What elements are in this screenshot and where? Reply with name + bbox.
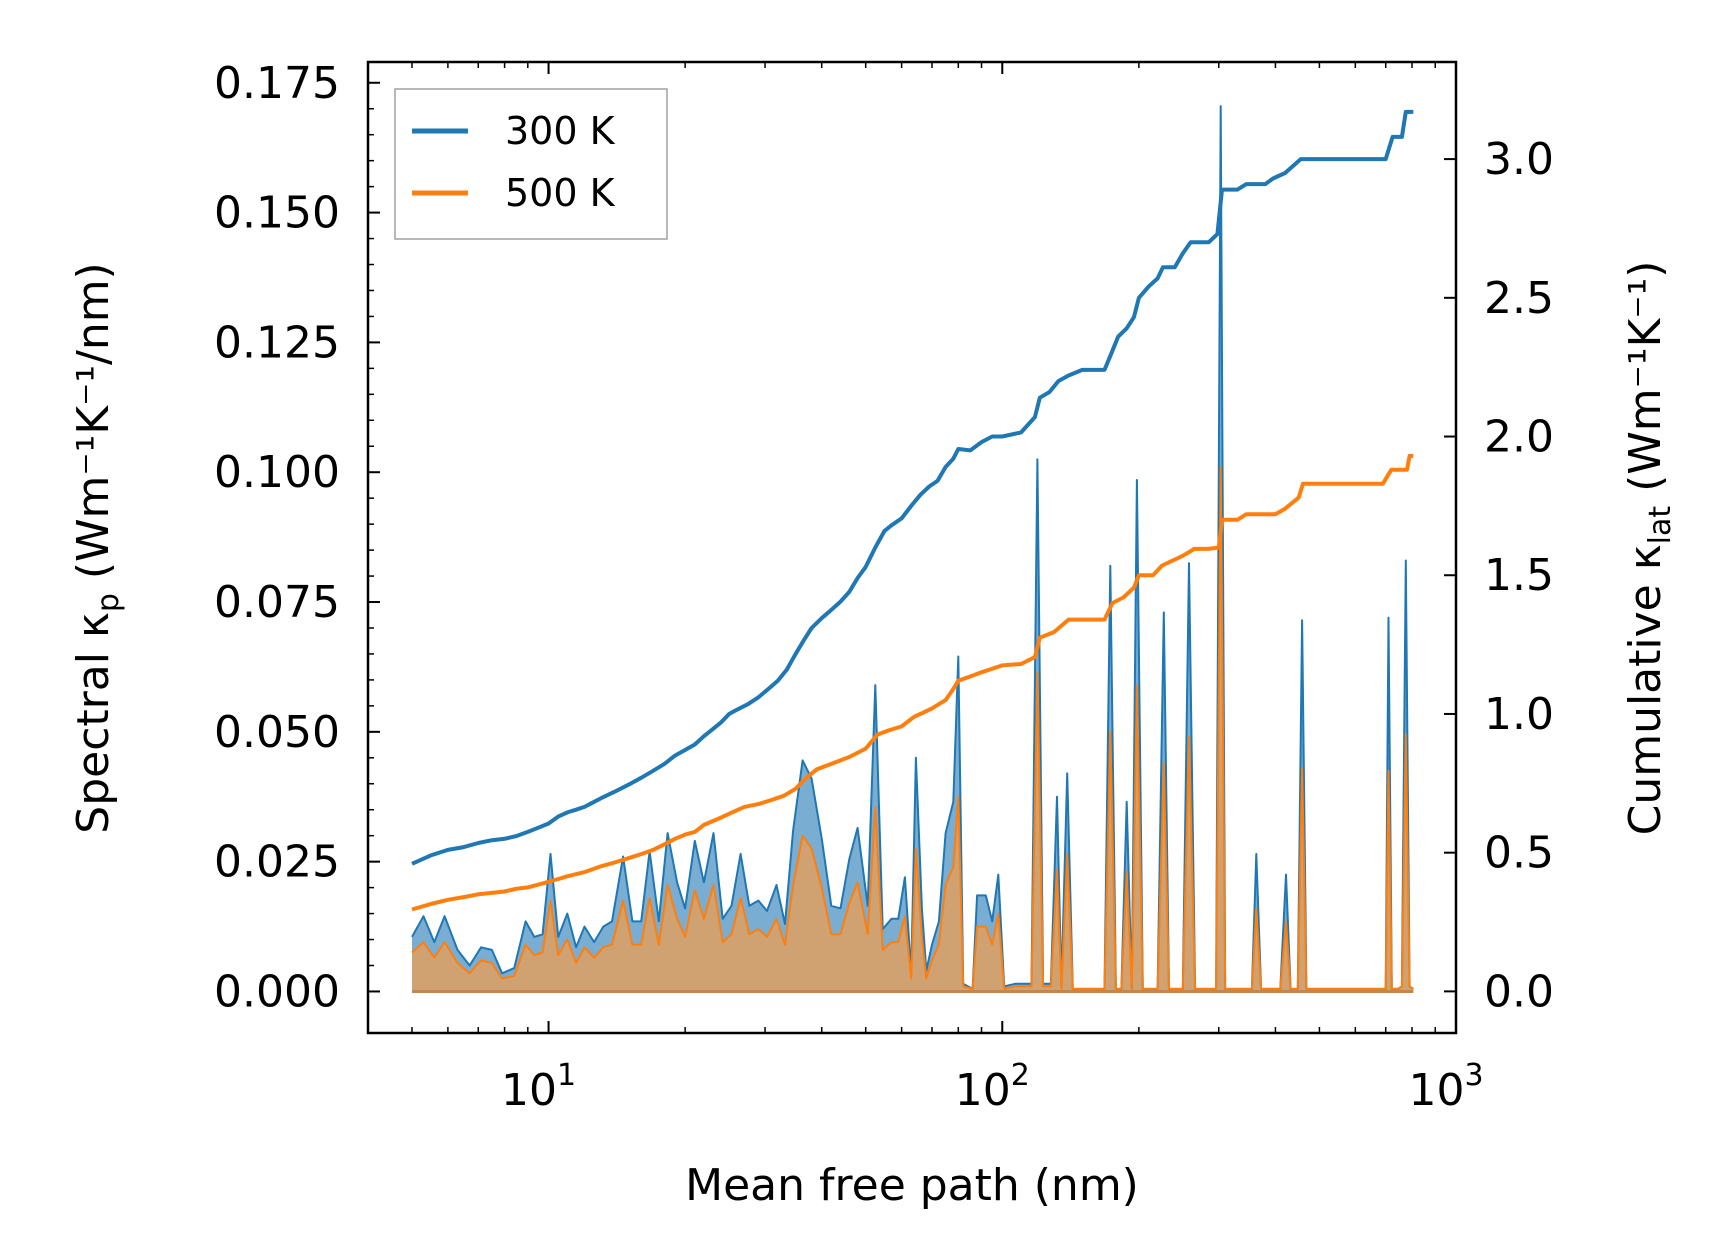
left-tick-label: 0.000 bbox=[214, 966, 340, 1017]
legend: 300 K 500 K bbox=[394, 88, 668, 240]
left-tick-label: 0.100 bbox=[214, 447, 340, 498]
right-tick-label: 0.5 bbox=[1484, 828, 1554, 879]
left-tick-label: 0.075 bbox=[214, 577, 340, 628]
left-tick-label: 0.050 bbox=[214, 707, 340, 758]
spectral-area-500k bbox=[412, 467, 1414, 992]
right-tick-label: 2.0 bbox=[1484, 412, 1554, 463]
right-tick-label: 2.5 bbox=[1484, 273, 1554, 324]
x-tick-label: 101 bbox=[501, 1058, 576, 1116]
right-tick-label: 3.0 bbox=[1484, 134, 1554, 185]
x-tick-label-exponent: 2 bbox=[1011, 1058, 1030, 1093]
left-tick-label: 0.175 bbox=[214, 58, 340, 109]
left-tick-label: 0.025 bbox=[214, 837, 340, 888]
cumulative-line-500k bbox=[411, 453, 1414, 912]
x-tick-label-exponent: 3 bbox=[1464, 1058, 1483, 1093]
spectral-fill-layer bbox=[411, 105, 1414, 993]
right-axis-label-base: Cumulative κ bbox=[1620, 544, 1671, 835]
x-axis-label: Mean free path (nm) bbox=[685, 1160, 1139, 1211]
cumulative-line-300k bbox=[411, 109, 1414, 866]
x-tick-label-base: 10 bbox=[955, 1065, 1011, 1116]
left-tick-label: 0.125 bbox=[214, 317, 340, 368]
spectral-line-500k bbox=[411, 466, 1414, 990]
legend-label-300k: 300 K bbox=[505, 109, 616, 153]
left-axis-label-base: Spectral κ bbox=[68, 612, 119, 834]
x-tick-labels: 101 102 103 bbox=[501, 1058, 1484, 1116]
right-tick-labels: 0.0 0.5 1.0 1.5 2.0 2.5 3.0 bbox=[1484, 134, 1554, 1017]
x-tick-label: 103 bbox=[1408, 1058, 1483, 1116]
right-tick-label: 0.0 bbox=[1484, 966, 1554, 1017]
right-tick-label: 1.0 bbox=[1484, 689, 1554, 740]
x-tick-label-exponent: 1 bbox=[557, 1058, 576, 1093]
left-axis-label-sub: p bbox=[91, 593, 126, 612]
x-tick-label-base: 10 bbox=[1408, 1065, 1464, 1116]
x-tick-label: 102 bbox=[955, 1058, 1030, 1116]
line-layer bbox=[411, 109, 1414, 912]
left-axis-label: Spectral κp (Wm⁻¹K⁻¹/nm) bbox=[68, 262, 126, 833]
left-tick-label: 0.150 bbox=[214, 188, 340, 239]
legend-label-500k: 500 K bbox=[505, 171, 616, 215]
x-tick-label-base: 10 bbox=[501, 1065, 557, 1116]
legend-box bbox=[394, 88, 668, 240]
right-axis-label-units: (Wm⁻¹K⁻¹) bbox=[1620, 261, 1671, 506]
right-axis-label: Cumulative κlat (Wm⁻¹K⁻¹) bbox=[1620, 261, 1678, 836]
right-axis-label-sub: lat bbox=[1643, 506, 1678, 545]
right-tick-label: 1.5 bbox=[1484, 550, 1554, 601]
plot-frame bbox=[366, 60, 1458, 1035]
left-axis-label-units: (Wm⁻¹K⁻¹/nm) bbox=[68, 262, 119, 593]
left-tick-labels: 0.000 0.025 0.050 0.075 0.100 0.125 0.150 0.175 bbox=[214, 58, 340, 1018]
